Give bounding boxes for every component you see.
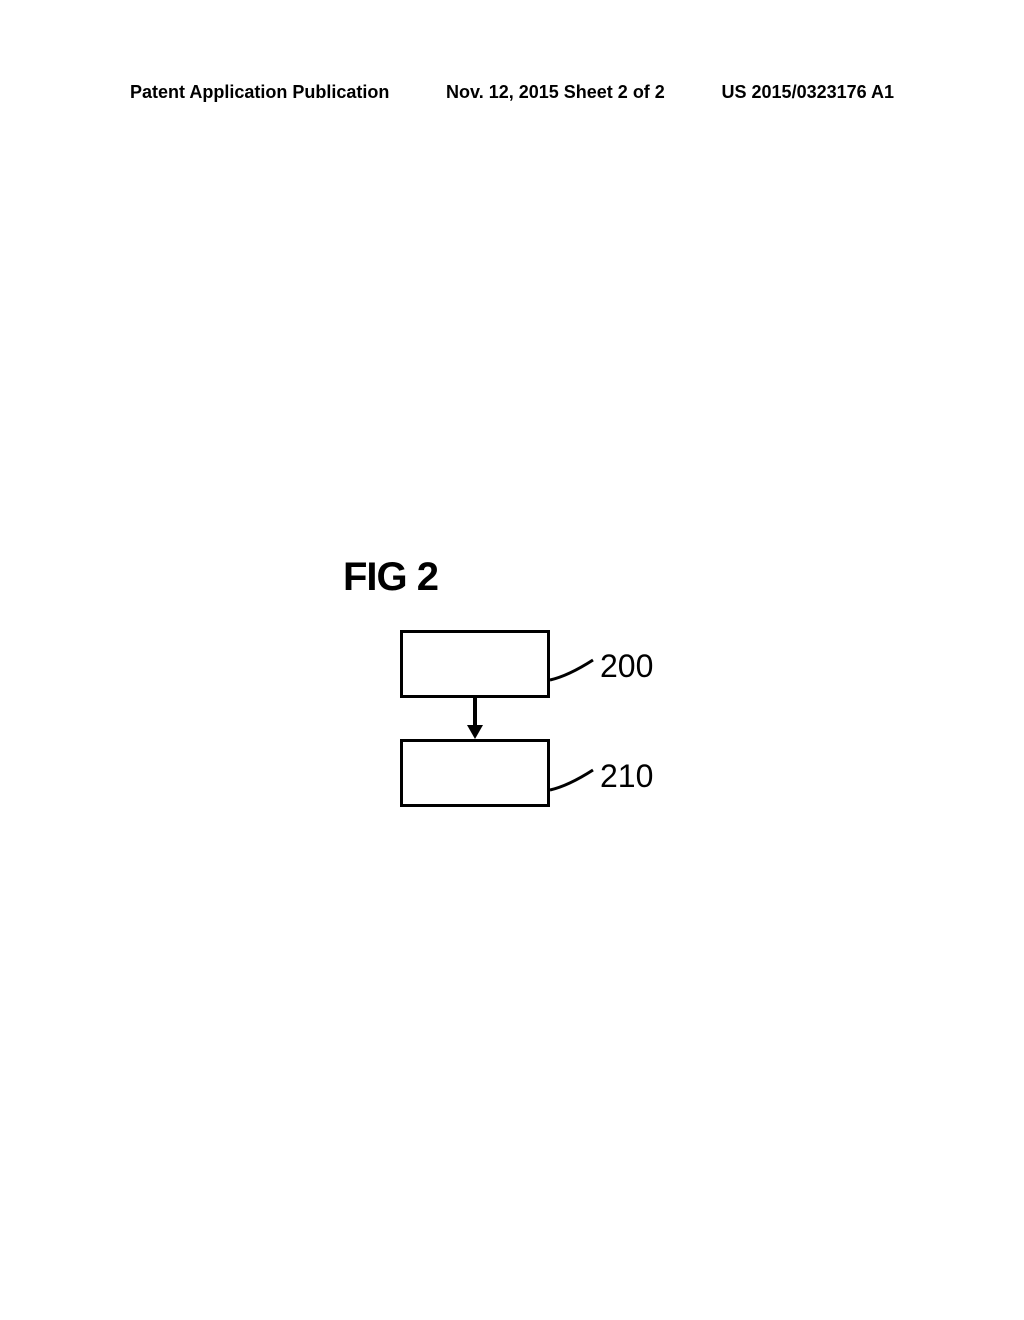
flow-box-210 xyxy=(400,739,550,807)
arrow-shaft xyxy=(473,698,477,728)
page-header: Patent Application Publication Nov. 12, … xyxy=(0,82,1024,103)
arrow-head-icon xyxy=(467,725,483,739)
figure-label: FIG 2 xyxy=(343,555,438,600)
ref-label-200: 200 xyxy=(600,648,653,685)
leader-curve-200 xyxy=(548,648,598,688)
header-right: US 2015/0323176 A1 xyxy=(722,82,894,103)
leader-curve-210 xyxy=(548,758,598,798)
ref-label-210: 210 xyxy=(600,758,653,795)
header-left: Patent Application Publication xyxy=(130,82,389,103)
header-center: Nov. 12, 2015 Sheet 2 of 2 xyxy=(446,82,665,103)
flow-box-200 xyxy=(400,630,550,698)
